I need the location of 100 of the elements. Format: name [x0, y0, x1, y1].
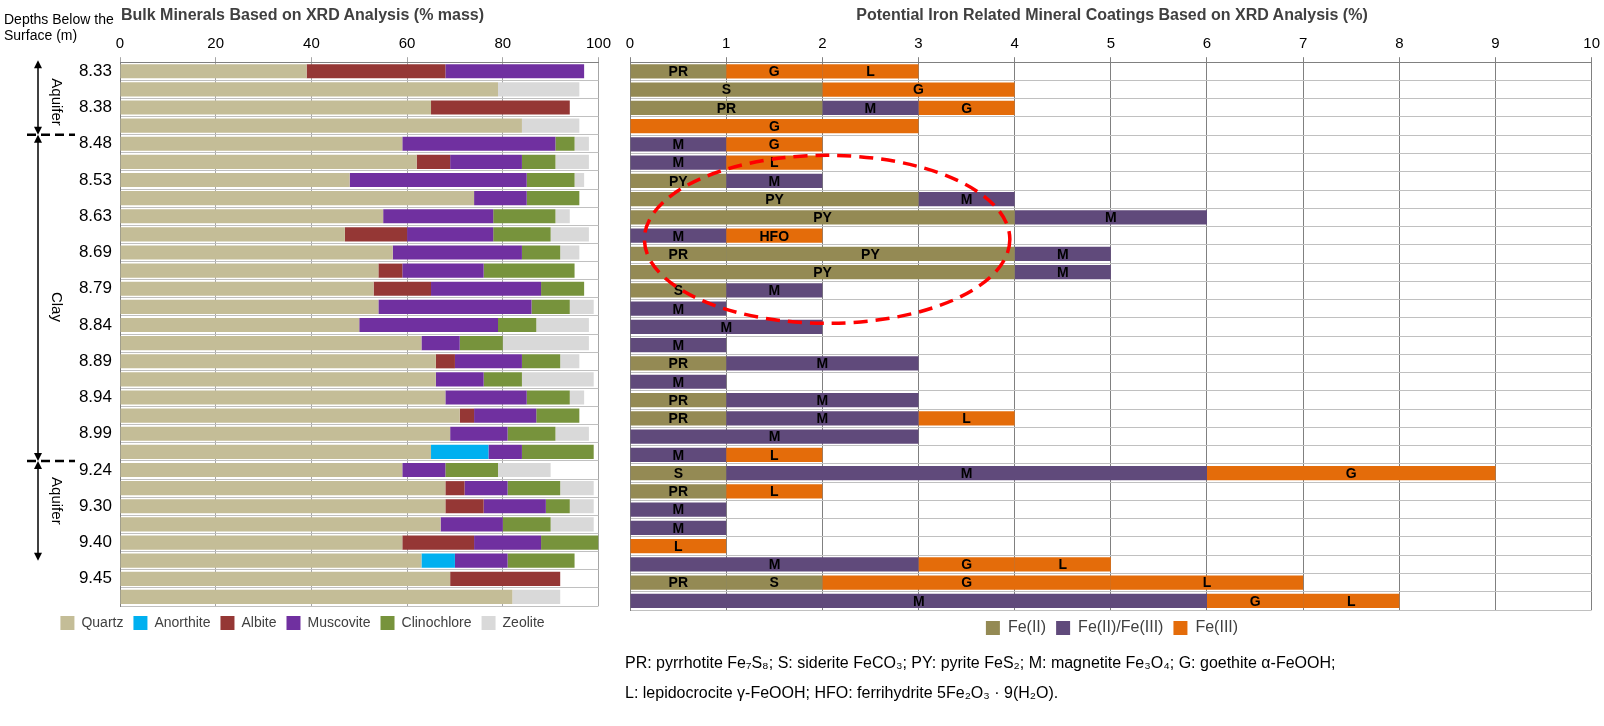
bar [120, 136, 403, 151]
bar [726, 392, 919, 408]
data-label: PR [668, 410, 689, 427]
data-label: M [672, 501, 685, 518]
text: Aquifer [48, 78, 66, 126]
bar [378, 299, 532, 314]
bar [120, 209, 384, 224]
data-label: G [961, 556, 973, 573]
bar [1014, 210, 1207, 225]
data-label: G [961, 99, 973, 116]
x-tick-label: 8 [1395, 34, 1404, 52]
bar [120, 444, 432, 459]
data-label: PR [668, 355, 689, 372]
data-label: PR [668, 245, 689, 262]
bar [630, 283, 727, 298]
bar [421, 336, 460, 351]
data-label: G [1345, 464, 1357, 481]
bar [120, 462, 403, 478]
bar [383, 209, 494, 224]
bar [349, 172, 527, 188]
bar [120, 589, 513, 605]
bar [120, 299, 379, 314]
bar [459, 408, 475, 423]
bar [120, 100, 432, 115]
bar [120, 481, 446, 496]
bar [474, 535, 542, 550]
bar [120, 154, 417, 169]
bar [431, 100, 570, 115]
bar [521, 245, 561, 260]
x-tick-label: 0 [625, 34, 635, 52]
bar [445, 462, 498, 478]
data-label: M [816, 355, 829, 372]
legend-label: Albite [241, 613, 277, 630]
bar [120, 571, 451, 586]
data-label: M [768, 282, 781, 299]
bar [521, 444, 594, 459]
bar [1014, 246, 1111, 262]
legend-label: Fe(II)/Fe(III) [1078, 618, 1164, 636]
x-tick-label: 100 [585, 34, 611, 52]
bar [726, 484, 823, 499]
bar [459, 336, 503, 351]
bar [630, 557, 919, 572]
data-label: PR [668, 63, 689, 80]
data-label: G [768, 63, 780, 80]
data-label: PR [668, 483, 689, 500]
data-label: L [962, 410, 972, 427]
bar [630, 447, 727, 462]
bar [120, 172, 350, 188]
y-tick-label: 9.45 [78, 568, 112, 588]
bar [630, 465, 727, 481]
legend-label: Zeolite [502, 613, 545, 630]
x-tick-label: 0 [115, 34, 125, 52]
bar [120, 227, 345, 242]
bar [474, 408, 537, 423]
bar [402, 136, 556, 151]
data-label: S [769, 574, 779, 591]
bar [120, 64, 307, 79]
data-label: L [769, 446, 779, 463]
data-label: M [672, 337, 685, 354]
bar [526, 390, 570, 405]
bar [120, 354, 436, 369]
bar [630, 356, 727, 371]
bar [512, 589, 561, 605]
bar [120, 336, 422, 351]
bar [498, 317, 537, 333]
data-label: PY [813, 264, 833, 281]
data-label: M [768, 428, 781, 445]
data-label: HFO [759, 227, 790, 244]
x-tick-label: 5 [1106, 34, 1115, 52]
data-label: PR [668, 574, 689, 591]
x-tick-label: 40 [303, 34, 320, 52]
text: L: lepidocrocite γ-FeOOH; HFO: ferrihydrite 5Fe₂O₃ · 9(H₂O). [625, 684, 1059, 702]
bar [359, 317, 498, 333]
bar [483, 372, 522, 387]
bar [560, 481, 594, 496]
bar [493, 227, 551, 242]
bar [630, 520, 727, 535]
y-tick-label: 9.40 [78, 532, 112, 552]
data-label: M [672, 154, 685, 171]
bar [541, 281, 585, 296]
bar [550, 517, 594, 532]
bar [560, 354, 580, 369]
bar [630, 118, 919, 134]
bar [392, 245, 522, 260]
bar [454, 553, 508, 568]
chart-title: Bulk Minerals Based on XRD Analysis (% mass) [120, 6, 485, 24]
y-tick-label: 8.69 [78, 242, 112, 262]
bar [630, 155, 727, 170]
data-label: S [673, 464, 683, 481]
bar [120, 390, 446, 405]
bar [498, 462, 551, 478]
data-label: M [672, 300, 685, 317]
data-label: PY [668, 172, 689, 189]
data-label: M [864, 99, 877, 116]
bar [822, 82, 1015, 97]
bar [450, 154, 522, 169]
bar [630, 100, 823, 115]
bar [630, 502, 727, 517]
bar [555, 136, 575, 151]
bar [630, 192, 919, 207]
